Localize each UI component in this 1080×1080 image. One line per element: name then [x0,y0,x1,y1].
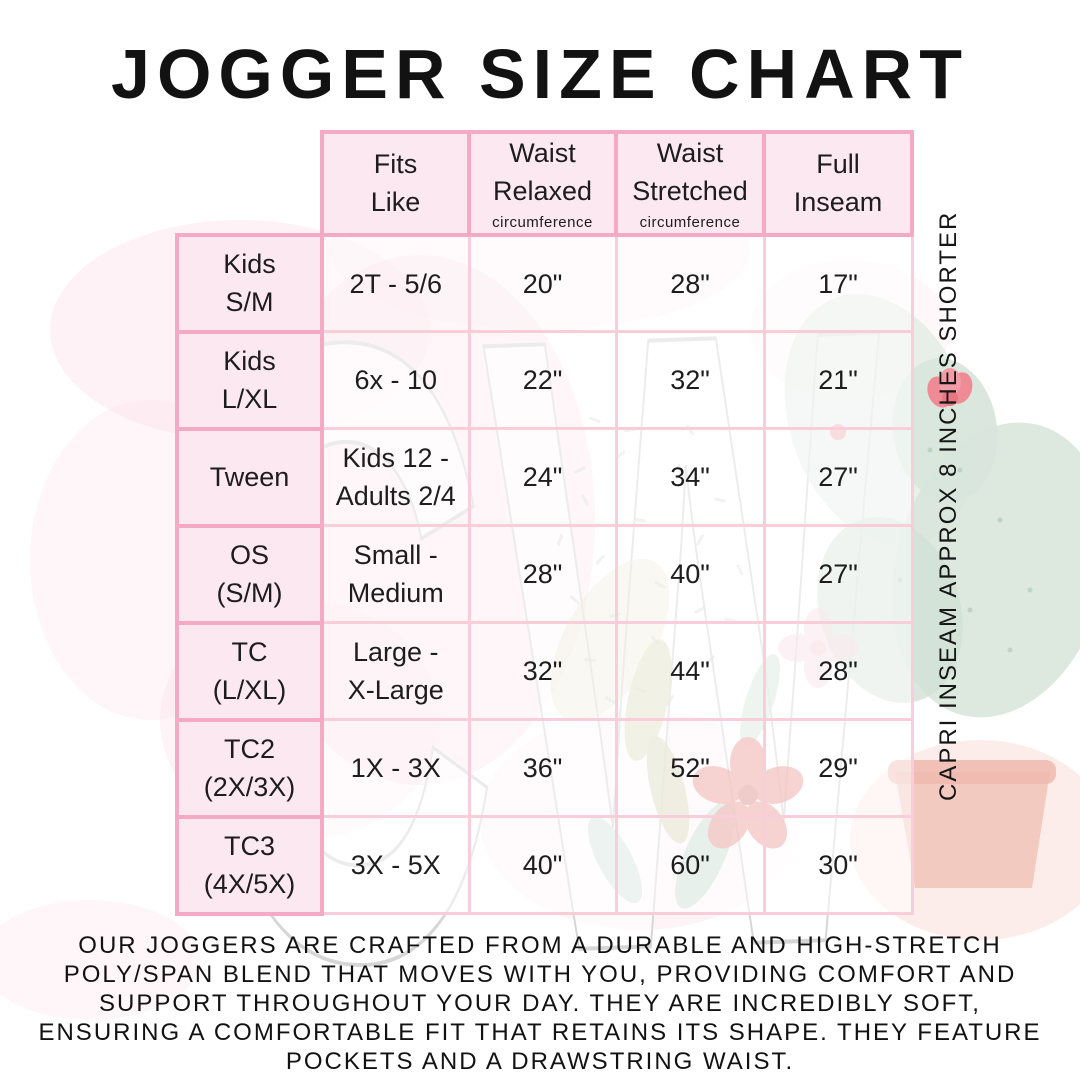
col-subheader: circumference [639,213,741,231]
table-row: TC3 (4X/5X) 3X - 5X 40" 60" 30" [175,814,914,916]
product-description: OUR JOGGERS ARE CRAFTED FROM A DURABLE A… [38,932,1042,1075]
row-label-tc: TC (L/XL) [175,620,324,722]
header-row: Fits Like Waist Relaxed circumference Wai… [177,130,914,237]
table-cell: 20" [467,233,618,334]
table-cell: 27" [762,427,914,528]
col-header-waist-stretched: Waist Stretched circumference [614,130,766,237]
table-cell: 2T - 5/6 [320,233,471,334]
table-cell: 32" [614,330,766,431]
table-cell: 28" [614,233,766,334]
table-cell: 3X - 5X [320,815,471,916]
col-header-waist-relaxed: Waist Relaxed circumference [467,130,618,237]
table-cell: Large - X-Large [320,621,471,722]
row-label-tc2: TC2 (2X/3X) [175,717,324,819]
row-label-tween: Tween [175,426,324,528]
row-label-kids-lxl: Kids L/XL [175,329,324,431]
table-cell: 34" [614,427,766,528]
table-cell: 6x - 10 [320,330,471,431]
row-label-kids-sm: Kids S/M [175,232,324,334]
table-cell: 24" [467,427,618,528]
table-cell: 36" [467,718,618,819]
table-cell: 30" [762,815,914,916]
table-cell: 32" [467,621,618,722]
table-cell: 17" [762,233,914,334]
table-row: Kids S/M 2T - 5/6 20" 28" 17" [175,232,914,334]
corner-cell [177,132,322,235]
size-table: Fits Like Waist Relaxed circumference Wai… [175,130,914,916]
cactus-flower-icon [927,368,973,408]
table-row: Kids L/XL 6x - 10 22" 32" 21" [175,329,914,431]
table-cell: 29" [762,718,914,819]
page-title: JOGGER SIZE CHART [111,35,969,113]
table-cell: 27" [762,524,914,625]
table-cell: Small - Medium [320,524,471,625]
col-header-fits-like: Fits Like [320,130,471,237]
table-cell: 52" [614,718,766,819]
table-row: Tween Kids 12 - Adults 2/4 24" 34" 27" [175,426,914,528]
table-row: TC (L/XL) Large - X-Large 32" 44" 28" [175,620,914,722]
table-cell: 44" [614,621,766,722]
capri-inseam-note: CAPRI INSEAM APPROX 8 INCHES SHORTER [935,210,962,801]
table-row: OS (S/M) Small - Medium 28" 40" 27" [175,523,914,625]
table-cell: 40" [467,815,618,916]
table-cell: 28" [467,524,618,625]
table-cell: 60" [614,815,766,916]
table-cell: 28" [762,621,914,722]
table-cell: Kids 12 - Adults 2/4 [320,427,471,528]
row-label-tc3: TC3 (4X/5X) [175,814,324,916]
cactus-pot-icon [888,760,1056,888]
col-subheader: circumference [492,213,593,231]
table-cell: 21" [762,330,914,431]
table-cell: 22" [467,330,618,431]
table-cell: 1X - 3X [320,718,471,819]
table-cell: 40" [614,524,766,625]
row-label-os: OS (S/M) [175,523,324,625]
table-row: TC2 (2X/3X) 1X - 3X 36" 52" 29" [175,717,914,819]
col-header-full-inseam: Full Inseam [762,130,914,237]
